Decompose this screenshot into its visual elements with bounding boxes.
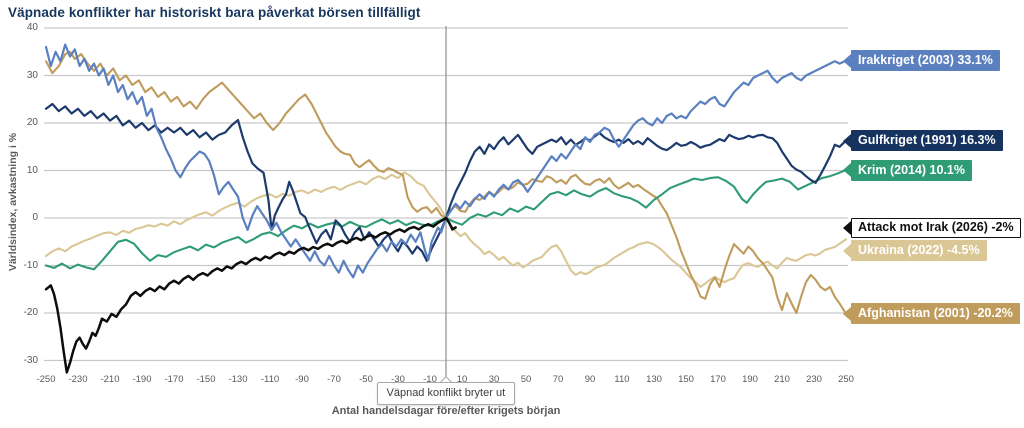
x-tick-label: 90 [584, 374, 596, 385]
x-tick-label: -50 [359, 374, 373, 385]
callout-krim-2014-: Krim (2014) 10.1% [843, 159, 973, 181]
x-tick-label: 130 [646, 374, 662, 385]
series-line-ukraina-2022-[interactable] [44, 171, 848, 288]
y-tick-label: 10 [26, 164, 38, 176]
x-tick-label: -30 [391, 374, 405, 385]
y-tick-label: 20 [26, 117, 38, 128]
callout-label-text: Afghanistan (2001) -20.2% [851, 303, 1020, 325]
x-tick-label: -150 [196, 374, 216, 385]
y-tick-label: 40 [26, 22, 38, 33]
y-tick-label: 30 [26, 69, 38, 81]
x-tick-label: -250 [36, 374, 56, 385]
y-tick-label: -20 [23, 307, 38, 318]
x-tick-label: 190 [742, 374, 758, 385]
series-line-attack-mot-irak-2026-[interactable] [44, 216, 457, 374]
callout-afghanistan-2001-: Afghanistan (2001) -20.2% [843, 303, 1020, 325]
x-tick-label: -190 [132, 374, 152, 385]
x-tick-label: 70 [552, 374, 564, 385]
x-tick-label: -210 [100, 374, 120, 385]
x-axis-title: Antal handelsdagar före/efter krigets bö… [331, 405, 561, 417]
x-tick-label: 210 [774, 374, 790, 385]
chart-title: Väpnade konflikter har historiskt bara p… [8, 5, 421, 20]
x-tick-label: 110 [614, 374, 630, 385]
series-line-gulfkriget-1991-[interactable] [44, 102, 848, 262]
callout-pointer-icon [843, 306, 851, 321]
x-tick-label: -170 [164, 374, 184, 385]
series-line-irakkriget-2003-[interactable] [44, 43, 848, 279]
x-tick-label: 150 [678, 374, 694, 385]
x-tick-label: 250 [838, 374, 854, 385]
x-tick-label: -230 [68, 374, 88, 385]
callout-pointer-icon [843, 53, 851, 68]
callout-label-text: Ukraina (2022) -4.5% [851, 240, 987, 261]
callout-pointer-icon [843, 133, 851, 148]
callout-label-text: Krim (2014) 10.1% [851, 159, 973, 181]
x-tick-label: 50 [520, 374, 532, 385]
y-axis-title: Världsindex, avkastning i % [7, 132, 19, 272]
series-line-krim-2014-[interactable] [44, 168, 848, 271]
series-line-afghanistan-2001-[interactable] [44, 50, 848, 315]
callout-label-text: Irakkriget (2003) 33.1% [851, 50, 1000, 72]
x-tick-label: 10 [456, 374, 468, 385]
callout-pointer-icon [843, 163, 851, 178]
x-tick-label: -130 [228, 374, 248, 385]
callout-label-text: Attack mot Irak (2026) -2% [851, 217, 1021, 238]
x-tick-label: 30 [488, 374, 500, 385]
x-tick-label: -70 [327, 374, 341, 385]
x-tick-label: 170 [710, 374, 726, 385]
callout-pointer-icon [843, 220, 851, 235]
x-tick-label: -90 [295, 374, 309, 385]
callout-gulfkriget-1991-: Gulfkriget (1991) 16.3% [843, 130, 1003, 152]
y-tick-label: -30 [23, 354, 38, 366]
callout-pointer-icon [843, 243, 851, 258]
y-tick-label: 0 [32, 212, 38, 223]
x-tick-label: -110 [260, 374, 280, 385]
y-tick-label: -10 [23, 259, 38, 271]
callout-ukraina-2022-: Ukraina (2022) -4.5% [843, 240, 987, 262]
callout-label-text: Gulfkriget (1991) 16.3% [851, 130, 1003, 152]
x-tick-label: -10 [423, 374, 437, 385]
callout-irakkriget-2003-: Irakkriget (2003) 33.1% [843, 50, 1000, 72]
callout-attack-mot-irak-2026-: Attack mot Irak (2026) -2% [843, 217, 1021, 239]
x-tick-label: 230 [806, 374, 822, 385]
event-tooltip: Väpnad konflikt bryter ut [376, 382, 516, 405]
